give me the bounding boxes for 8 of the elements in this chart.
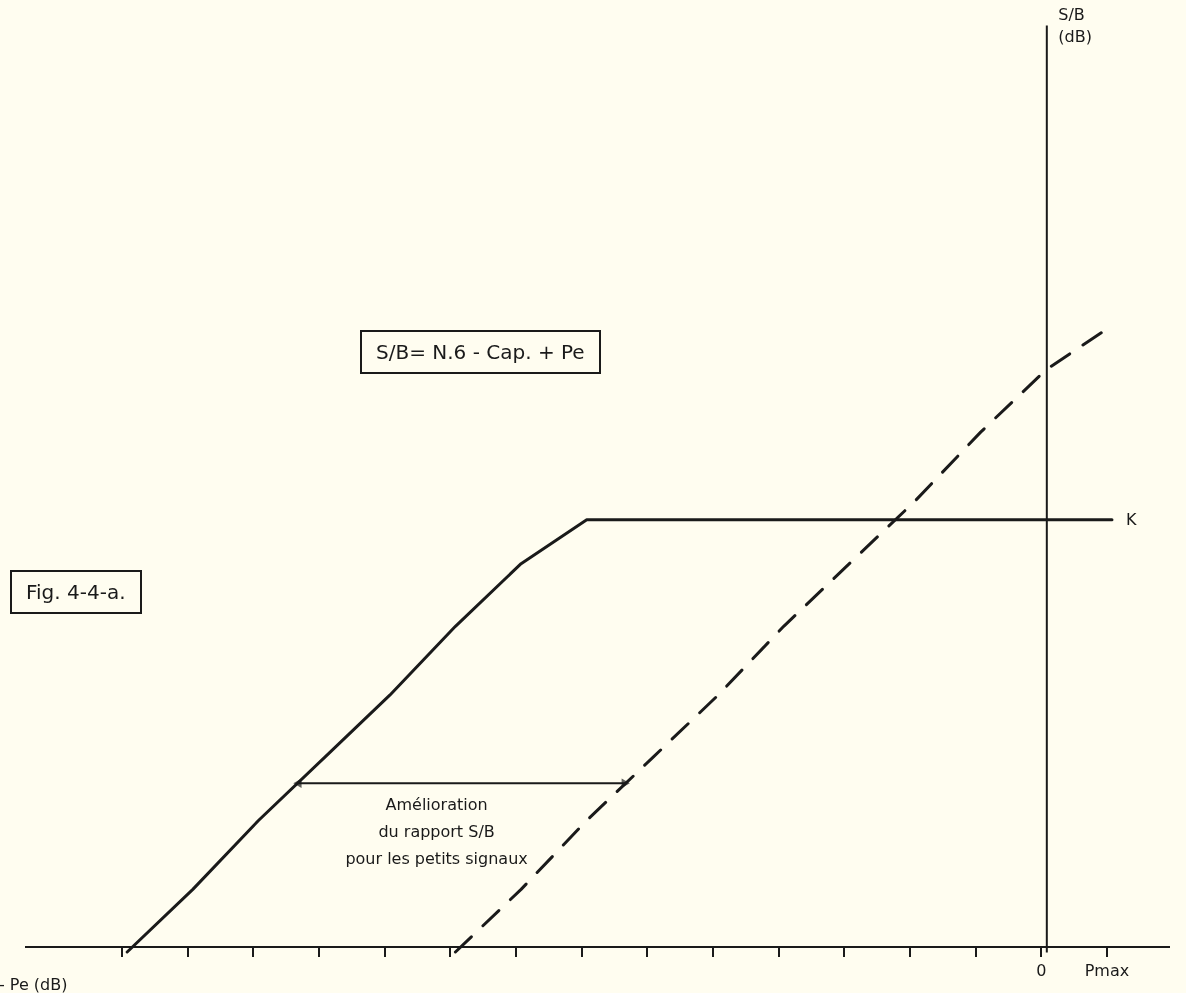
text: S/B (dB) bbox=[1058, 5, 1092, 46]
x-tick-label: 0 bbox=[1036, 961, 1047, 980]
series-label: K bbox=[1125, 509, 1137, 529]
x-tick-label: Pmax bbox=[1084, 961, 1130, 980]
formula-box: S/B= N.6 - Cap. + Pe bbox=[360, 330, 601, 374]
x-axis-title: - Pe (dB) bbox=[0, 975, 68, 993]
annotation: Amélioration du rapport S/B pour les petits signaux bbox=[345, 795, 528, 869]
title-box: Fig. 4-4-a. bbox=[10, 570, 142, 614]
